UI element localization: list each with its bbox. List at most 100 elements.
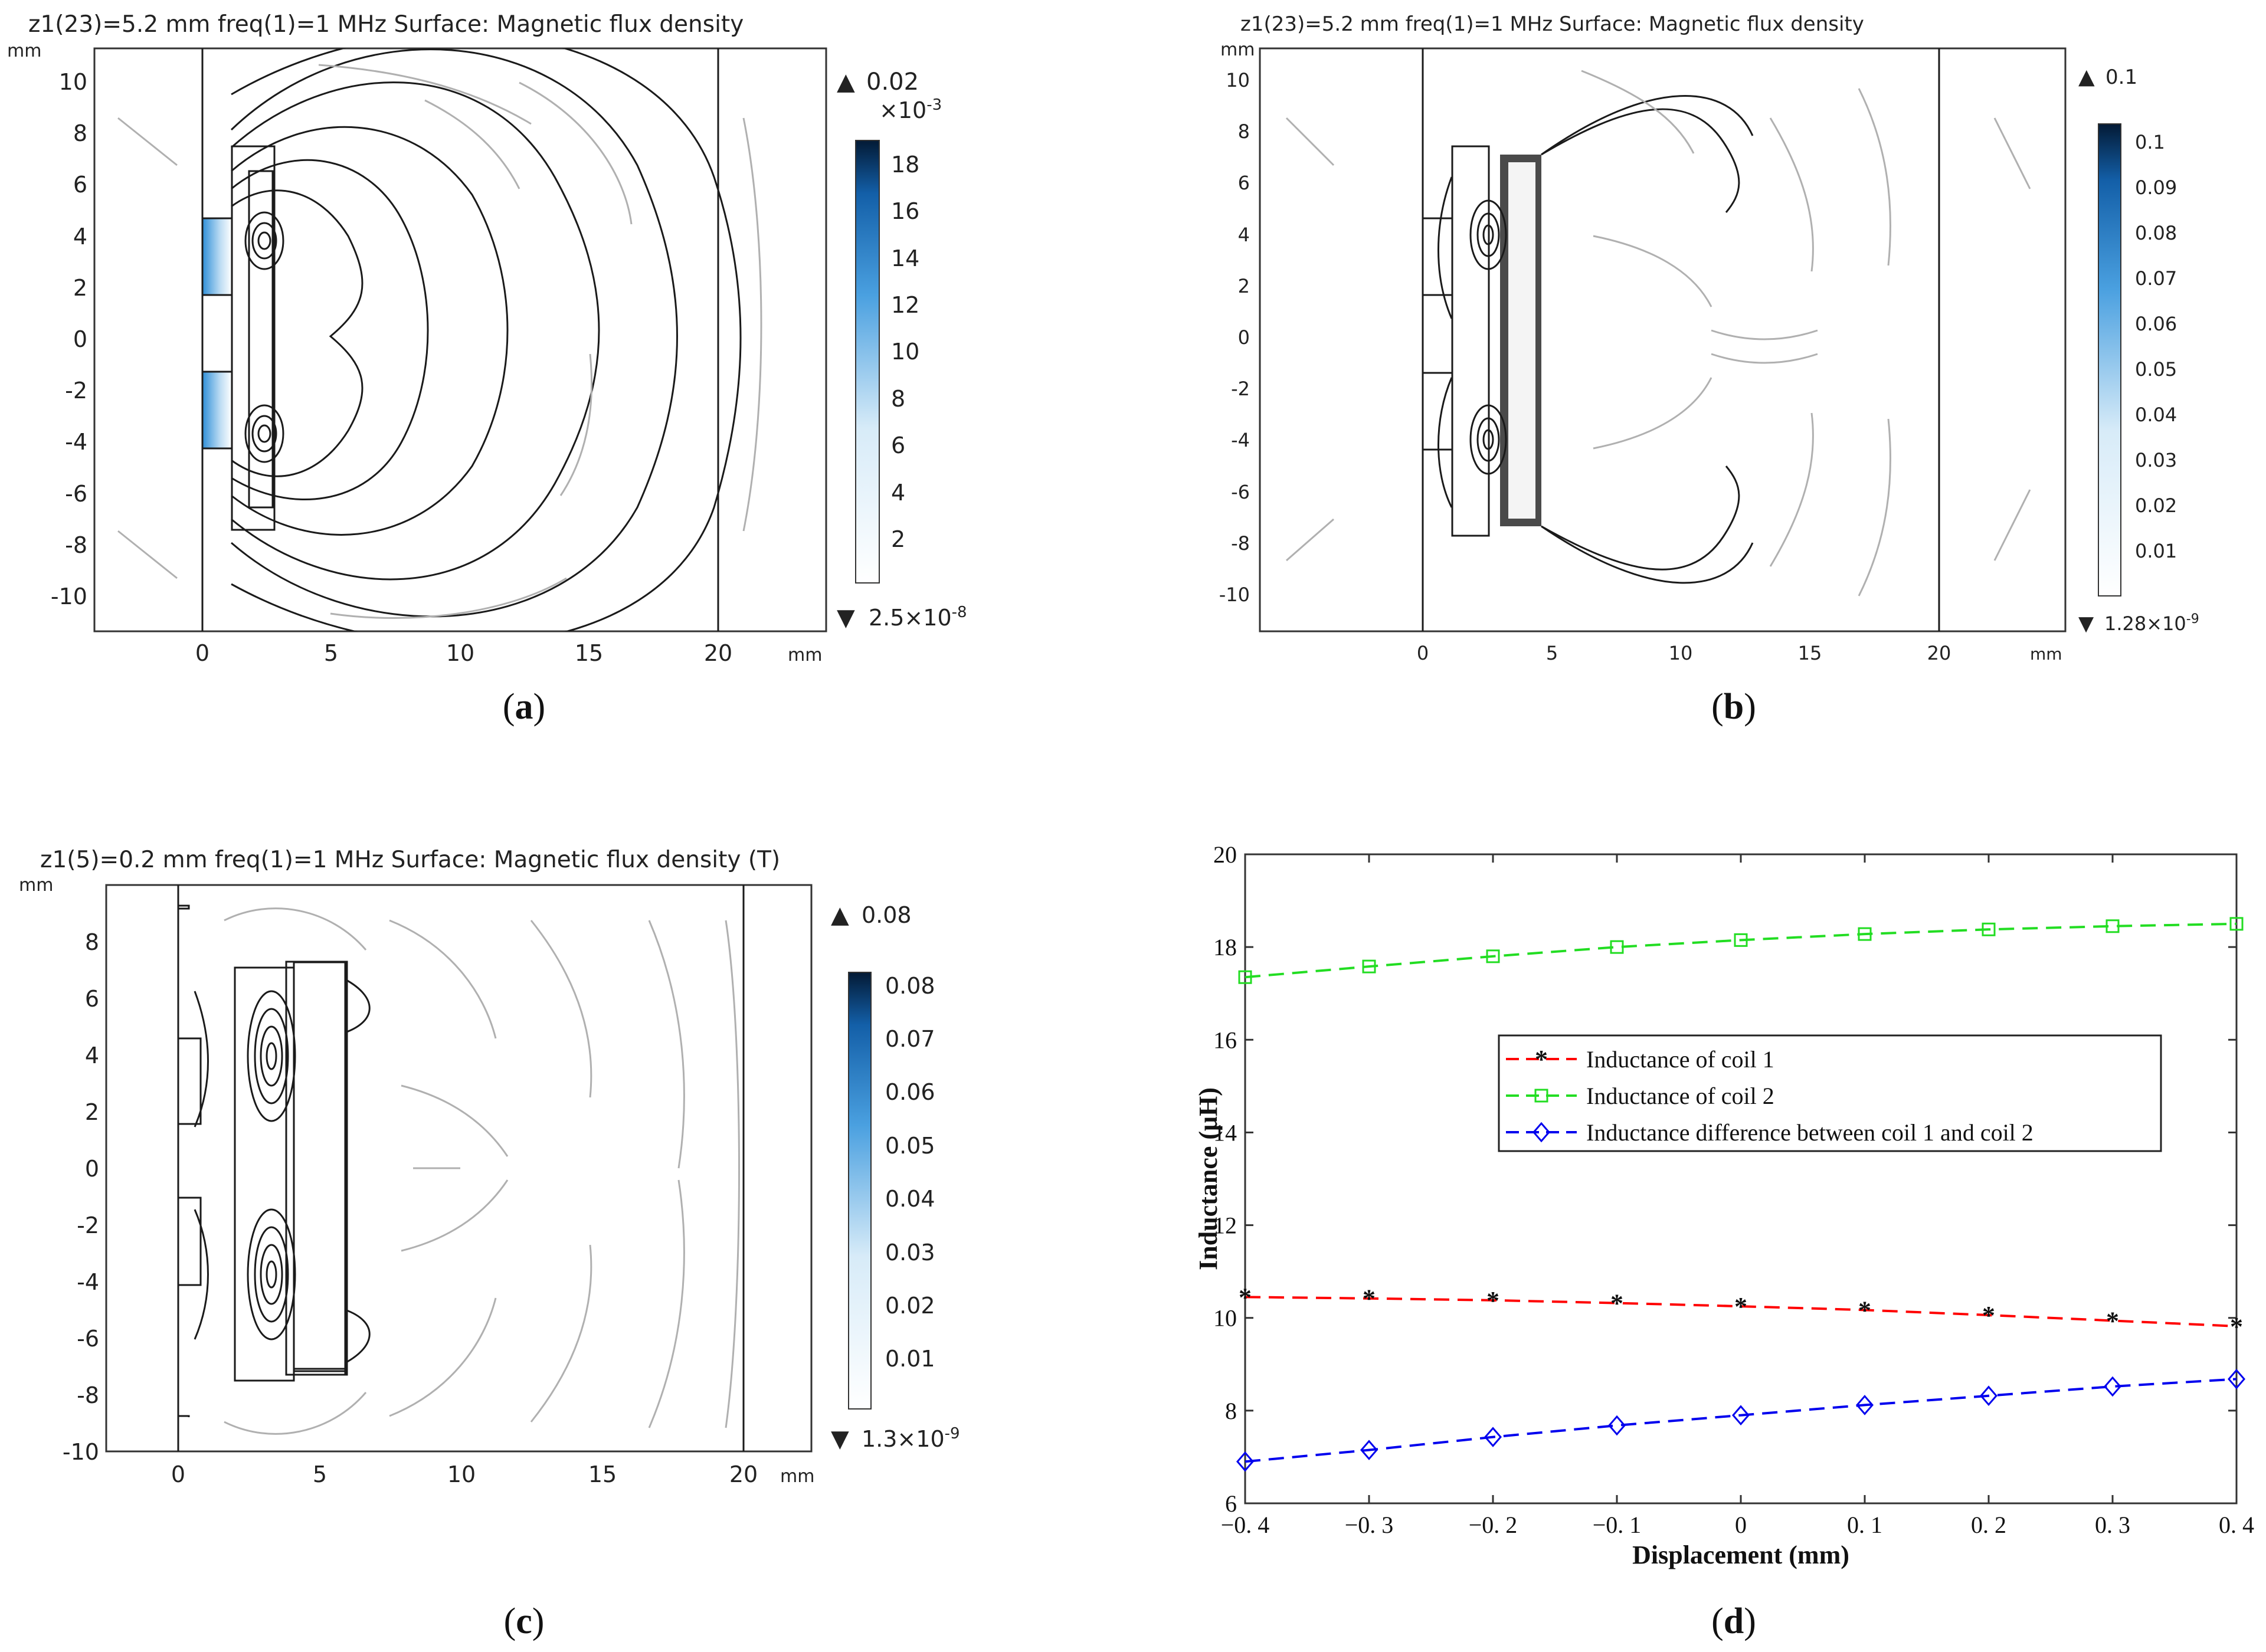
diamond-marker: [1608, 1415, 1626, 1436]
asterisk-marker: *: [1982, 1301, 1995, 1330]
square-marker: [1534, 1089, 1548, 1103]
panel-b-colorbar-gradient: [2098, 123, 2121, 596]
diamond-marker: [1533, 1122, 1550, 1143]
colorbar-tick: 0.1: [2135, 131, 2165, 153]
y-tick-label: -4: [1231, 429, 1250, 451]
asterisk-marker: *: [2230, 1312, 2243, 1341]
y-tick-label: 8: [1238, 120, 1250, 143]
series-2: [1238, 917, 2244, 984]
colorbar-tick: 0.05: [2135, 358, 2177, 381]
colorbar-tick: 0.08: [2135, 222, 2177, 244]
square-marker: [2229, 917, 2244, 931]
y-tick-label: 12: [1213, 1212, 1237, 1239]
x-tick-label: 0. 3: [2095, 1512, 2130, 1538]
x-tick-label: 0: [1735, 1512, 1747, 1538]
y-tick-label: 6: [73, 172, 87, 198]
y-tick-label: 10: [59, 69, 87, 95]
max-marker-icon: ▲: [2078, 65, 2095, 89]
square-marker: [1858, 927, 1872, 941]
y-tick-label: 8: [85, 929, 99, 955]
x-tick-label: 5: [1546, 642, 1558, 664]
y-tick-label: -4: [65, 429, 87, 455]
y-tick-label: -10: [1219, 584, 1250, 606]
asterisk-marker: *: [1734, 1292, 1747, 1321]
diamond-marker: [1484, 1427, 1502, 1447]
panel-a-coil-upper-field: [202, 218, 232, 295]
x-tick-label: 20: [1927, 642, 1951, 664]
panel-d-legend: * Inductance of coil 1 Inductance of coil …: [1498, 1034, 2162, 1152]
y-tick-label: 18: [1213, 934, 1237, 961]
x-tick-label: −0. 1: [1593, 1512, 1642, 1538]
series-line: [1245, 1378, 2237, 1463]
y-tick-label: 4: [85, 1043, 99, 1068]
panel-b-arrow-lines: [1285, 70, 2031, 596]
panel-a-y-ticks: 10 8 6 4 2 0 -2 -4 -6 -8 -10: [51, 69, 87, 609]
y-tick-label: -6: [1231, 481, 1250, 503]
y-tick-label: 14: [1213, 1119, 1237, 1146]
series-line: [1245, 922, 2237, 979]
y-tick-label: -2: [1231, 378, 1250, 400]
y-tick-label: 2: [73, 275, 87, 301]
y-tick-label: 0: [1238, 326, 1250, 349]
asterisk-marker: *: [1858, 1296, 1871, 1325]
panel-d-x-ticks: −0. 4 −0. 3 −0. 2 −0. 1 0 0. 1 0. 2 0. 3 0. 4: [1221, 854, 2254, 1538]
x-tick-label: 15: [575, 640, 603, 666]
colorbar-tick: 0.02: [885, 1293, 935, 1319]
panel-c-x-unit: mm: [780, 1466, 814, 1487]
panel-b-title: z1(23)=5.2 mm freq(1)=1 MHz Surface: Mag…: [1240, 12, 1864, 36]
panel-b-min-label: 1.28×10-9: [2104, 612, 2199, 635]
colorbar-tick: 0.02: [2135, 494, 2177, 517]
panel-c-geometry: [177, 885, 745, 1451]
panel-b-geometry: [1422, 48, 1940, 631]
y-tick-label: 10: [1226, 69, 1250, 91]
panel-a-x-unit: mm: [788, 645, 822, 666]
y-tick-label: -6: [77, 1326, 99, 1352]
x-tick-label: 10: [446, 640, 474, 666]
x-tick-label: 10: [447, 1461, 476, 1487]
min-marker-icon: ▼: [831, 1425, 849, 1453]
x-tick-label: 15: [1798, 642, 1822, 664]
y-tick-label: 6: [85, 986, 99, 1012]
y-tick-label: 4: [1238, 224, 1250, 246]
panel-a-x-ticks: 0 5 10 15 20 mm: [195, 640, 823, 666]
max-marker-icon: ▲: [837, 68, 855, 96]
y-tick-label: -10: [51, 584, 87, 609]
x-tick-label: 10: [1669, 642, 1693, 664]
y-tick-label: -2: [77, 1212, 99, 1238]
panel-b-y-ticks: 10 8 6 4 2 0 -2 -4 -6 -8 -10: [1219, 69, 1250, 606]
min-marker-icon: ▼: [2078, 612, 2094, 635]
y-tick-label: 10: [1213, 1305, 1237, 1332]
panel-c-colorbar-gradient: [848, 972, 872, 1410]
diamond-marker: [1236, 1451, 1254, 1472]
x-tick-label: 0: [1417, 642, 1429, 664]
panel-b-core-inner: [1508, 162, 1535, 519]
panel-d-x-axis-label: Displacement (mm): [1632, 1540, 1849, 1569]
colorbar-tick: 0.09: [2135, 176, 2177, 199]
panel-a-scale-label: ×10-3: [879, 96, 942, 123]
y-tick-label: 4: [73, 224, 87, 250]
panel-a-max-label: 0.02: [866, 68, 919, 96]
panel-c-colorbar: ▲ 0.08 0.08 0.07 0.06 0.05 0.04 0.03 0.0…: [831, 902, 960, 1453]
panel-b-plot-area: [1259, 47, 2067, 632]
x-tick-label: −0. 3: [1345, 1512, 1394, 1538]
colorbar-tick: 0.06: [2135, 313, 2177, 335]
colorbar-tick: 8: [891, 386, 905, 412]
colorbar-tick: 0.05: [885, 1133, 935, 1159]
x-tick-label: 15: [588, 1461, 617, 1487]
panel-a-y-unit: mm: [7, 41, 41, 61]
panel-c-max-label: 0.08: [862, 902, 912, 928]
legend-label: Inductance difference between coil 1 and…: [1586, 1119, 2033, 1146]
diamond-marker: [1980, 1385, 1998, 1407]
asterisk-marker: *: [1239, 1283, 1252, 1312]
panel-a-geometry: [201, 48, 719, 631]
legend-box: [1498, 1034, 2162, 1152]
x-tick-label: 20: [704, 640, 732, 666]
panel-c-y-ticks: 8 6 4 2 0 -2 -4 -6 -8 -10: [63, 929, 99, 1465]
x-tick-label: 5: [313, 1461, 327, 1487]
x-tick-label: 0. 1: [1847, 1512, 1882, 1538]
panel-b-x-unit: mm: [2030, 644, 2062, 664]
square-marker: [2105, 919, 2120, 933]
series-line: [1245, 1296, 2237, 1328]
panel-a: z1(23)=5.2 mm freq(1)=1 MHz Surface: Mag…: [7, 11, 967, 727]
panel-d-series: * * * * * * * * *: [1236, 917, 2245, 1472]
